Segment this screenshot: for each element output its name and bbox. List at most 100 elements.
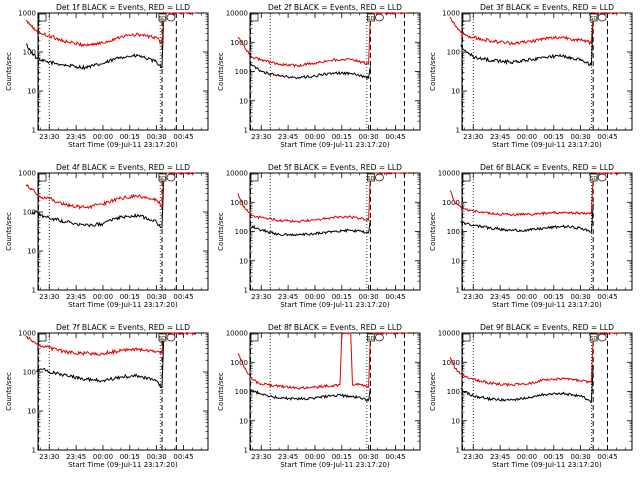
y-axis-label: Counts/sec	[5, 212, 13, 251]
y-tick-label: 1	[456, 287, 460, 295]
y-tick-label: 1000	[230, 39, 248, 47]
panel-title: Det 6f BLACK = Events, RED = LLD	[480, 163, 614, 172]
x-tick-label: 00:45	[173, 453, 193, 461]
y-tick-label: 100	[23, 369, 36, 377]
marker-box-left	[250, 173, 259, 182]
y-tick-label: 1	[456, 447, 460, 455]
x-tick-label: 00:15	[544, 293, 564, 301]
x-tick-label: 23:45	[278, 293, 298, 301]
y-tick-label: 1000	[442, 10, 460, 18]
y-tick-label: 1000	[230, 359, 248, 367]
x-tick-label: 00:00	[305, 133, 325, 141]
lld-line	[25, 172, 197, 210]
marker-ellipse	[375, 13, 384, 22]
y-tick-label: 1	[244, 447, 248, 455]
panel-det-5: Det 5f BLACK = Events, RED = LLD 1 10 100 10…	[217, 163, 421, 309]
y-tick-label: 100	[235, 228, 248, 236]
y-tick-label: 1	[32, 287, 36, 295]
x-tick-label: 00:30	[359, 133, 379, 141]
x-tick-label: 00:00	[305, 453, 325, 461]
plot-frame	[37, 12, 209, 131]
y-tick-label: 10000	[226, 330, 248, 338]
x-tick-label: 00:45	[385, 293, 405, 301]
y-tick-label: 1000	[230, 199, 248, 207]
marker-ellipse	[597, 173, 607, 182]
plot-frame	[461, 12, 633, 131]
y-tick-label: 10	[239, 257, 248, 265]
x-tick-label: 00:45	[597, 453, 617, 461]
marker-box-left	[38, 173, 47, 182]
x-tick-label: 00:45	[173, 293, 193, 301]
y-tick-label: 10	[239, 417, 248, 425]
x-tick-label: 00:15	[332, 133, 352, 141]
x-tick-label: 00:00	[517, 453, 537, 461]
y-tick-label: 10	[451, 257, 460, 265]
marker-box-right	[589, 333, 598, 342]
x-tick-label: 00:15	[120, 133, 140, 141]
marker-box-right	[367, 173, 375, 182]
marker-box-right	[367, 333, 375, 342]
x-axis-label: Start Time (09-Jul-11 23:17:20)	[280, 461, 390, 469]
panel-title: Det 9f BLACK = Events, RED = LLD	[480, 323, 614, 332]
marker-ellipse	[597, 333, 607, 342]
marker-ellipse	[597, 13, 607, 22]
x-tick-label: 00:15	[332, 453, 352, 461]
y-tick-label: 100	[447, 388, 460, 396]
y-tick-label: 100	[23, 49, 36, 57]
marker-label: SD	[590, 16, 597, 22]
x-tick-label: 23:45	[66, 453, 86, 461]
events-line	[460, 203, 594, 233]
y-axis-label: Counts/sec	[5, 372, 13, 411]
marker-label: SD	[159, 336, 166, 342]
x-tick-label: 00:45	[385, 133, 405, 141]
marker-ellipse	[375, 173, 384, 182]
events-line	[250, 388, 371, 402]
marker-box-left	[38, 333, 47, 342]
panel-title: Det 8f BLACK = Events, RED = LLD	[268, 323, 402, 332]
plot-frame	[249, 12, 421, 131]
panel-title: Det 1f BLACK = Events, RED = LLD	[56, 3, 190, 12]
panel-det-1: Det 1f BLACK = Events, RED = LLD 1 10 100 10…	[5, 3, 209, 149]
y-tick-label: 10	[27, 408, 36, 416]
y-tick-label: 1	[32, 447, 36, 455]
y-tick-label: 1000	[18, 170, 36, 178]
plot-frame	[461, 172, 633, 291]
x-tick-label: 00:30	[571, 293, 591, 301]
events-line	[250, 63, 371, 80]
x-tick-label: 00:00	[93, 293, 113, 301]
y-tick-label: 100	[235, 68, 248, 76]
marker-ellipse	[375, 333, 384, 342]
y-tick-label: 1000	[18, 330, 36, 338]
panel-det-6: Det 6f BLACK = Events, RED = LLD 1 10 100 10…	[429, 163, 633, 309]
x-axis-label: Start Time (09-Jul-11 23:17:20)	[492, 141, 602, 149]
y-axis-label: Counts/sec	[429, 372, 437, 411]
x-axis-label: Start Time (09-Jul-11 23:17:20)	[280, 301, 390, 309]
marker-label: SD	[367, 336, 374, 342]
marker-box-left	[462, 333, 471, 342]
x-tick-label: 23:30	[39, 453, 59, 461]
x-tick-label: 00:30	[359, 293, 379, 301]
plot-frame	[461, 332, 633, 451]
marker-box-right	[589, 173, 598, 182]
panel-title: Det 3f BLACK = Events, RED = LLD	[480, 3, 614, 12]
y-tick-label: 10	[451, 417, 460, 425]
marker-label: SD	[159, 176, 166, 182]
x-axis-label: Start Time (09-Jul-11 23:17:20)	[280, 141, 390, 149]
events-line	[25, 14, 165, 71]
x-tick-label: 00:15	[544, 133, 564, 141]
x-tick-label: 23:30	[463, 293, 483, 301]
panel-title: Det 7f BLACK = Events, RED = LLD	[56, 323, 190, 332]
x-tick-label: 00:30	[359, 453, 379, 461]
panel-det-7: Det 7f BLACK = Events, RED = LLD 1 10 100 10…	[5, 323, 209, 469]
y-tick-label: 10	[27, 248, 36, 256]
x-tick-label: 00:45	[173, 133, 193, 141]
y-tick-label: 10	[27, 88, 36, 96]
y-tick-label: 1	[456, 127, 460, 135]
events-line	[250, 219, 371, 237]
marker-ellipse	[166, 333, 176, 342]
y-tick-label: 10	[451, 88, 460, 96]
x-tick-label: 00:15	[332, 293, 352, 301]
y-axis-label: Counts/sec	[5, 52, 13, 91]
lld-line	[449, 172, 621, 217]
